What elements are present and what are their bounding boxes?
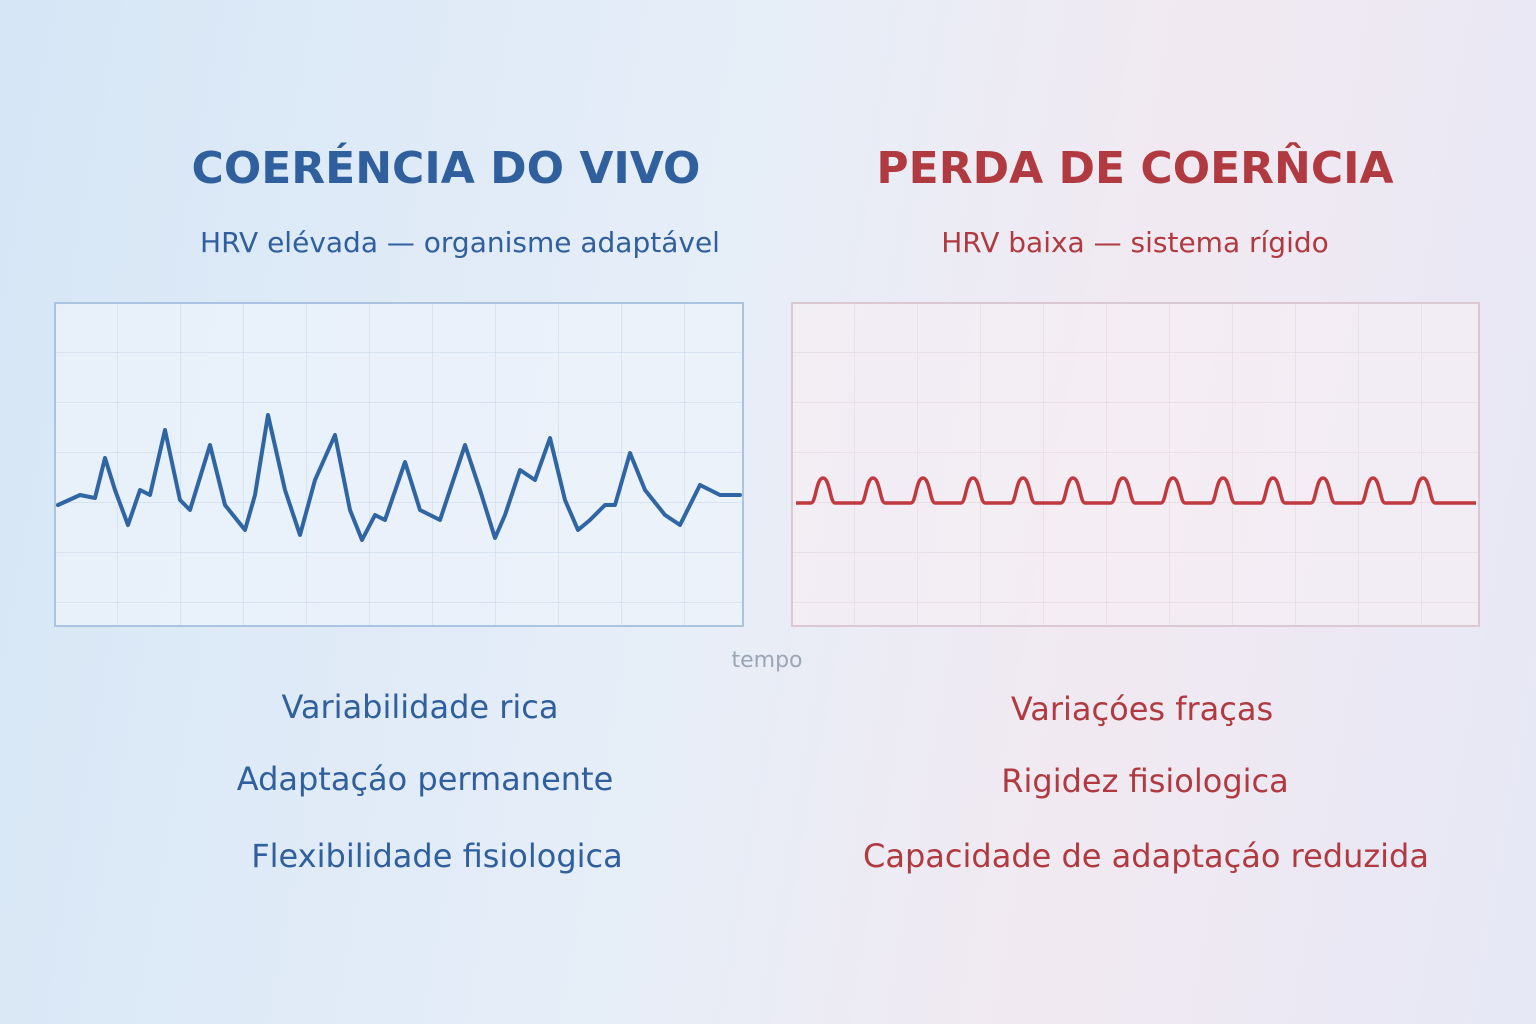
right-point: Capacidade de adaptaçáo reduzida	[863, 837, 1429, 875]
left-point: Flexibilidade fisiologica	[251, 837, 623, 875]
panel-grid	[791, 302, 1480, 627]
left-subtitle: HRV elévada — organisme adaptável	[200, 226, 720, 259]
axis-label: tempo	[731, 648, 802, 673]
right-panel	[791, 302, 1480, 627]
right-subtitle: HRV baixa — sistema rígido	[941, 226, 1329, 259]
right-point: Variaçóes fraças	[1011, 690, 1273, 728]
hrv-wave	[56, 413, 742, 542]
right-title: PERDA DE COERN̂CIA	[876, 141, 1393, 194]
left-point: Adaptaçáo permanente	[237, 760, 614, 798]
right-point: Rigidez fisiologica	[1001, 762, 1288, 800]
left-title: COERÉNCIA DO VIVO	[192, 141, 701, 194]
hrv-wave	[796, 476, 1476, 505]
left-panel	[54, 302, 744, 627]
left-point: Variabilidade rica	[282, 688, 559, 726]
